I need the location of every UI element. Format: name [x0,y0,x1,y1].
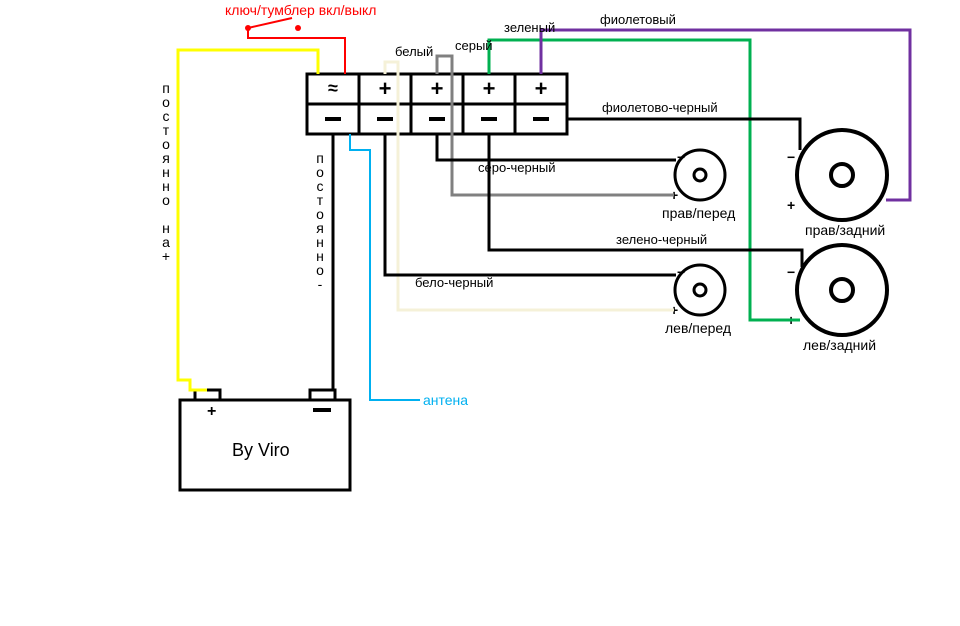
label-const-minus: постоянно- [312,150,328,290]
label-gray: серый [455,38,493,53]
svg-text:+: + [431,76,444,101]
label-switch: ключ/тумблер вкл/выкл [225,2,376,18]
label-rear-left: лев/задний [803,337,876,353]
label-white-black: бело-черный [415,275,493,290]
svg-text:−: − [787,264,795,280]
label-green: зеленый [504,20,555,35]
svg-text:≈: ≈ [328,78,338,98]
svg-text:+: + [535,76,548,101]
label-front-right: прав/перед [662,205,735,221]
label-violet: фиолетовый [600,12,676,27]
label-green-black: зелено-черный [616,232,707,247]
label-rear-right: прав/задний [805,222,885,238]
speaker-front-right: − + [670,149,725,203]
label-front-left: лев/перед [665,320,731,336]
label-white: белый [395,44,433,59]
speaker-rear-right: − + [787,130,887,220]
svg-text:−: − [677,149,685,165]
svg-text:+: + [207,403,216,420]
wire-green-black [489,134,802,267]
label-const-plus: постоянно на+ [158,80,174,262]
svg-text:−: − [787,149,795,165]
svg-text:−: − [677,264,685,280]
label-antenna: антена [423,392,468,408]
svg-text:+: + [379,76,392,101]
speaker-front-left: − + [670,264,725,318]
label-violet-black: фиолетово-черный [602,100,718,115]
label-gray-black: серо-черный [478,160,556,175]
wire-yellow [178,50,318,390]
connector-block: ≈ + + + + [307,74,567,134]
svg-text:+: + [787,197,795,213]
wire-white-black [385,134,676,275]
svg-text:+: + [483,76,496,101]
wire-gray-black [437,134,676,160]
wire-red [245,18,345,74]
wiring-diagram: ≈ + + + + + − + − + − + [0,0,960,626]
wire-violet-black [567,119,800,150]
label-battery: By Viro [232,440,290,461]
